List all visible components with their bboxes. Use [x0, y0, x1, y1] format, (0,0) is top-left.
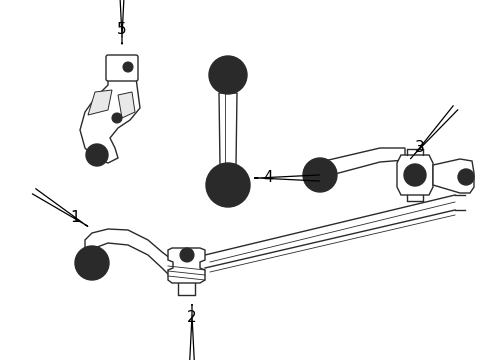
- Circle shape: [457, 169, 473, 185]
- Circle shape: [208, 56, 246, 94]
- Polygon shape: [396, 155, 432, 195]
- Polygon shape: [85, 229, 184, 280]
- Circle shape: [112, 113, 122, 123]
- Circle shape: [217, 64, 239, 86]
- Circle shape: [84, 255, 100, 271]
- Text: 4: 4: [254, 171, 319, 185]
- Circle shape: [92, 150, 102, 160]
- Text: 1: 1: [32, 189, 87, 226]
- Circle shape: [303, 158, 336, 192]
- Circle shape: [86, 144, 108, 166]
- Circle shape: [180, 248, 194, 262]
- Text: 5: 5: [117, 0, 126, 44]
- Circle shape: [310, 166, 328, 184]
- Circle shape: [205, 163, 249, 207]
- Circle shape: [215, 172, 241, 198]
- Polygon shape: [319, 148, 404, 178]
- Polygon shape: [432, 159, 473, 193]
- Polygon shape: [118, 92, 135, 118]
- Polygon shape: [80, 78, 140, 163]
- Polygon shape: [168, 248, 204, 283]
- Circle shape: [403, 164, 425, 186]
- Polygon shape: [88, 90, 112, 115]
- Text: 2: 2: [187, 305, 196, 360]
- Polygon shape: [219, 93, 237, 165]
- FancyBboxPatch shape: [106, 55, 138, 81]
- Circle shape: [123, 62, 133, 72]
- Text: 3: 3: [409, 106, 457, 159]
- Circle shape: [409, 170, 419, 180]
- Circle shape: [75, 246, 109, 280]
